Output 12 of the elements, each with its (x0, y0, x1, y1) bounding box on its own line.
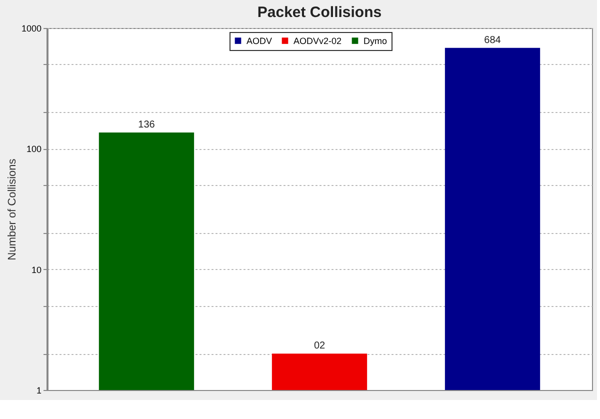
y-tick-label: 10 (31, 264, 42, 275)
y-tick-label: 1 (36, 386, 42, 396)
data-label: 02 (314, 340, 326, 352)
data-label: 684 (484, 34, 502, 46)
y-tick-label: 100 (26, 144, 42, 154)
y-axis-title: Number of Collisions (6, 158, 18, 260)
y-tick-label: 1000 (21, 24, 42, 34)
chart-title: Packet Collisions (257, 4, 382, 21)
legend-label: Dymo (364, 36, 388, 46)
data-label: 136 (138, 120, 156, 131)
legend-label: AODVv2-02 (294, 36, 342, 46)
legend-label: AODV (246, 36, 272, 46)
